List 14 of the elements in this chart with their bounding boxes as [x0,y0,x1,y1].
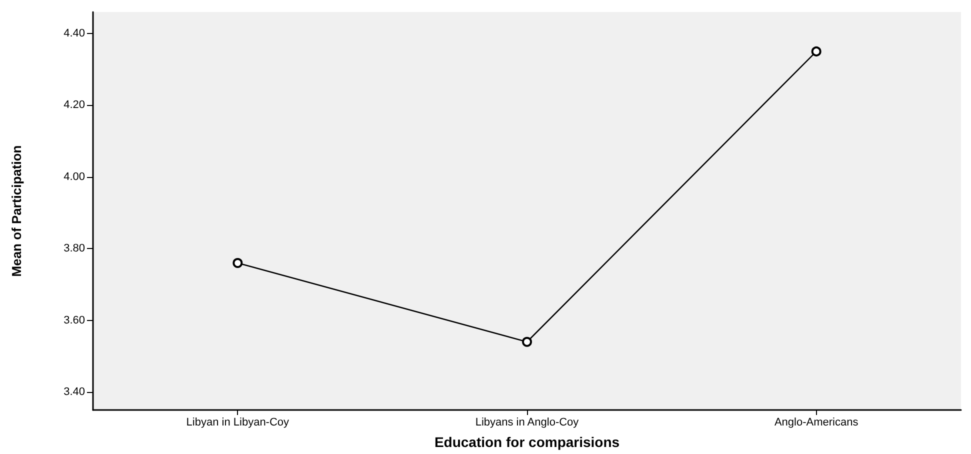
y-tick-label: 3.60 [64,314,85,326]
x-axis-title: Education for comparisions [434,434,620,450]
x-tick-label: Anglo-Americans [774,416,859,428]
point [522,336,532,347]
point [811,46,822,56]
point [232,258,243,268]
y-tick-label: 3.40 [64,386,85,398]
y-tick-label: 4.00 [64,170,85,183]
y-tick-label: 4.20 [64,99,85,112]
y-tick-label: 3.80 [64,242,85,255]
y-tick-label: 4.40 [64,28,85,40]
x-tick-label: Libyan in Libyan-Coy [186,416,290,428]
y-axis-title: Mean of Participation [9,145,24,277]
x-tick-label: Libyans in Anglo-Coy [475,416,580,428]
